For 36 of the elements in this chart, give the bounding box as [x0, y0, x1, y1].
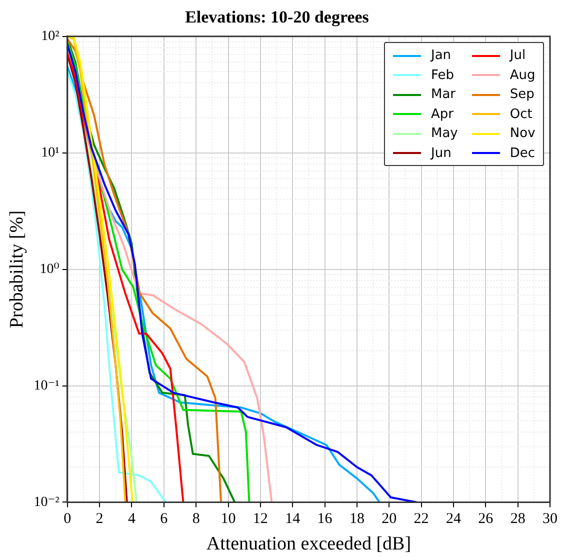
legend-label: Feb [431, 68, 454, 83]
x-tick-label: 16 [317, 511, 333, 528]
x-tick-label: 20 [382, 511, 397, 528]
x-tick-label: 24 [446, 511, 462, 528]
x-tick-label: 22 [414, 511, 429, 528]
legend-label: Jul [510, 48, 526, 64]
legend-label: Nov [510, 126, 536, 142]
chart-title: Elevations: 10-20 degrees [185, 8, 370, 27]
legend-label: Mar [431, 87, 456, 102]
y-tick-label: 10¹ [41, 146, 60, 161]
y-tick-label: 10⁻¹ [34, 378, 60, 394]
x-tick-label: 28 [510, 511, 526, 528]
x-tick-label: 6 [160, 511, 168, 528]
x-tick-label: 12 [252, 511, 268, 528]
legend-label: Dec [510, 146, 536, 161]
legend-label: Sep [510, 87, 534, 102]
y-tick-label: 10⁰ [40, 262, 60, 277]
y-tick-label: 10² [41, 29, 60, 44]
x-tick-label: 14 [285, 511, 301, 528]
x-tick-label: 18 [349, 511, 364, 528]
y-axis-title: Probability [%] [6, 210, 28, 328]
x-tick-label: 0 [64, 511, 72, 528]
x-tick-label: 2 [96, 511, 104, 528]
legend-label: Apr [431, 106, 454, 122]
x-tick-label: 10 [220, 511, 236, 528]
x-tick-label: 26 [478, 511, 494, 528]
x-tick-label: 4 [128, 511, 136, 528]
y-tick-label: 10⁻² [34, 494, 60, 510]
legend-label: May [431, 126, 458, 142]
x-axis-title: Attenuation exceeded [dB] [206, 534, 412, 555]
x-tick-label: 30 [542, 511, 558, 528]
legend-label: Oct [510, 106, 532, 122]
legend-label: Aug [510, 68, 536, 83]
legend-label: Jan [431, 48, 452, 64]
x-tick-label: 8 [192, 511, 200, 528]
legend-label: Jun [431, 146, 452, 161]
